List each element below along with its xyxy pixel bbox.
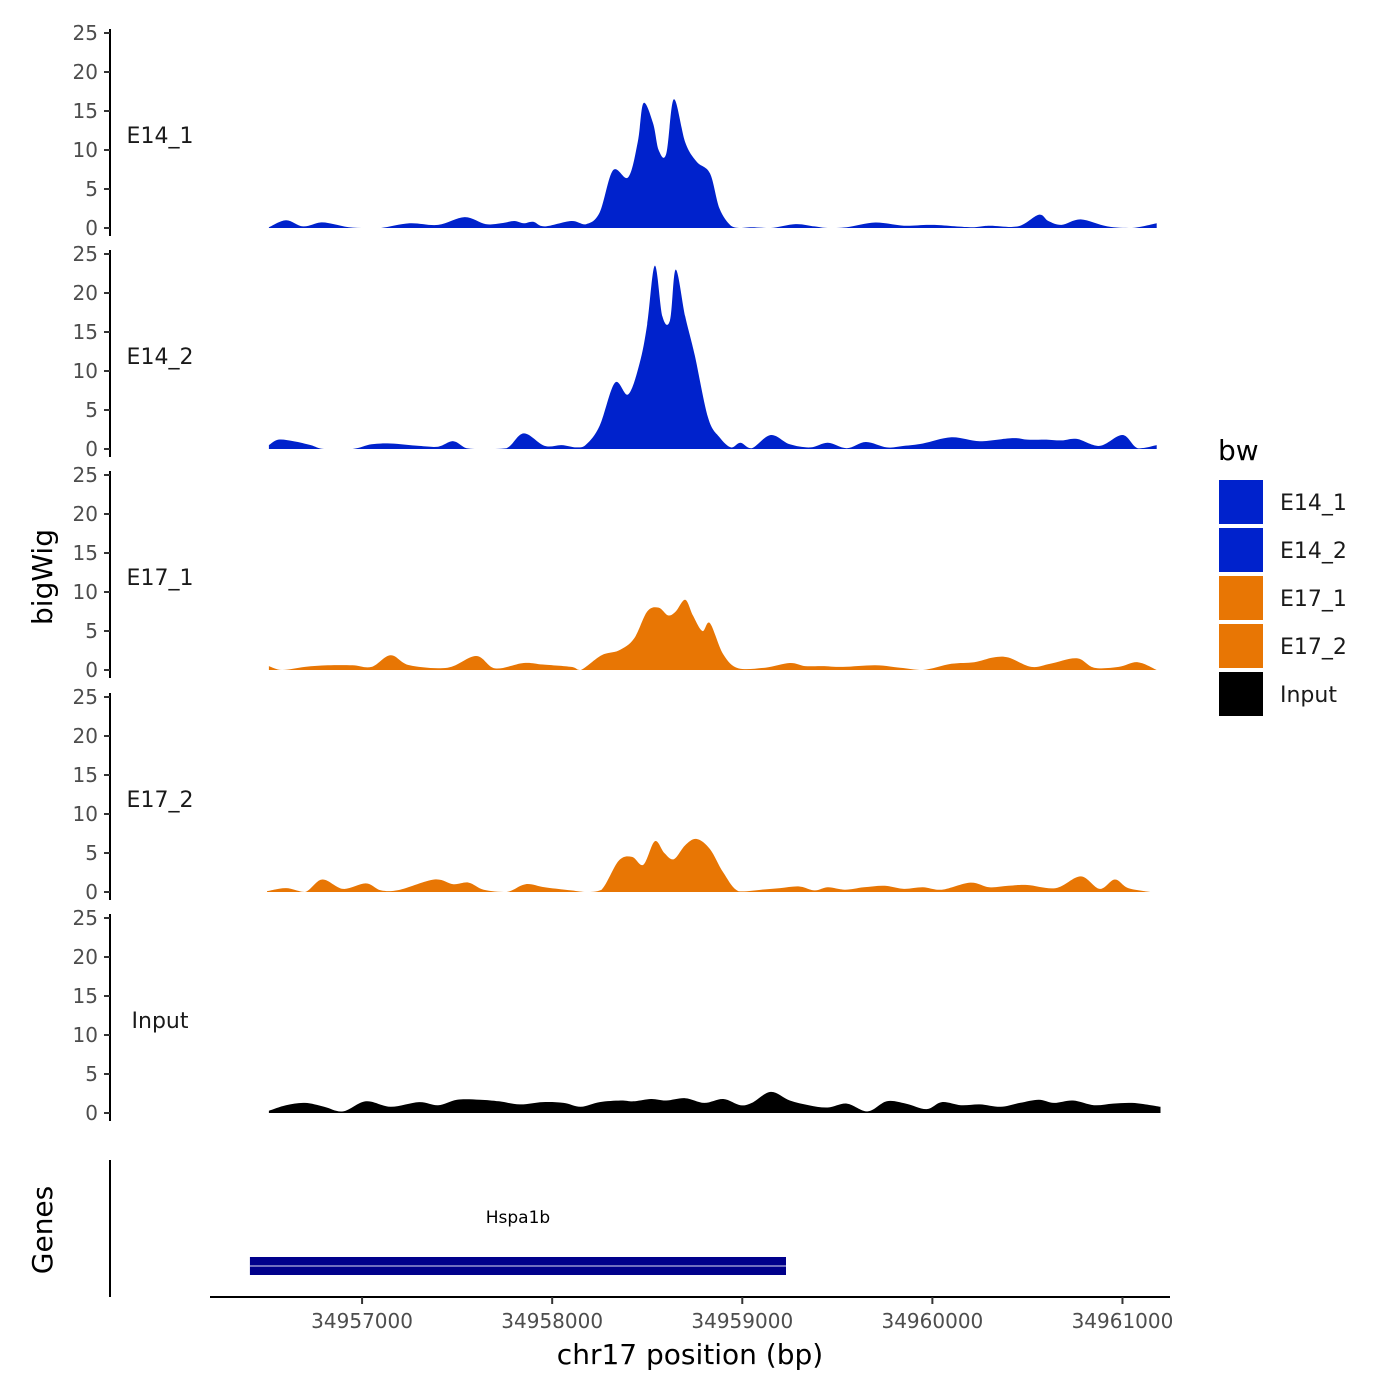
legend-key <box>1219 576 1263 620</box>
track-e14-1: 0 5 10 15 20 25 E14_1 <box>73 21 1157 240</box>
y-tick-label: 25 <box>73 685 98 709</box>
y-tick-label: 15 <box>73 320 98 344</box>
signal-area <box>268 599 1157 670</box>
y-tick-label: 5 <box>85 177 98 201</box>
y-tick-label: 5 <box>85 619 98 643</box>
legend-key <box>1219 672 1263 716</box>
x-tick-label: 34957000 <box>311 1309 413 1333</box>
signal-area <box>268 265 1157 449</box>
legend-label: E17_1 <box>1280 587 1347 612</box>
y-tick-label: 0 <box>85 1101 98 1125</box>
y-tick-label: 0 <box>85 216 98 240</box>
track-e14-2: 0 5 10 15 20 25 E14_2 <box>73 242 1157 461</box>
y-tick-label: 10 <box>73 802 98 826</box>
legend-label: Input <box>1280 683 1337 708</box>
track-e17-2: 0 5 10 15 20 25 E17_2 <box>73 685 1151 904</box>
legend-key <box>1219 528 1263 572</box>
gene-track-title: Genes <box>26 1186 59 1274</box>
y-tick-label: 20 <box>73 502 98 526</box>
track-label: E14_1 <box>127 124 194 149</box>
y-tick-label: 0 <box>85 437 98 461</box>
x-axis: 34957000 34958000 34959000 34960000 34961000 <box>210 1296 1174 1333</box>
legend-key <box>1219 624 1263 668</box>
track-label: E17_1 <box>127 566 194 591</box>
gene-track: Hspa1b <box>109 1160 787 1297</box>
legend-label: E14_2 <box>1280 539 1347 564</box>
y-tick-label: 15 <box>73 99 98 123</box>
y-tick-label: 20 <box>73 724 98 748</box>
signal-tracks: 0 5 10 15 20 25 E14_1 0 5 10 15 20 25 E14_2 0 5 10 15 20 25… <box>73 21 1161 1125</box>
y-tick-label: 0 <box>85 658 98 682</box>
y-tick-label: 25 <box>73 21 98 45</box>
y-tick-label: 15 <box>73 763 98 787</box>
legend-title: bw <box>1218 434 1259 467</box>
y-tick-label: 15 <box>73 541 98 565</box>
y-tick-label: 10 <box>73 359 98 383</box>
y-tick-label: 10 <box>73 1023 98 1047</box>
x-tick-label: 34959000 <box>691 1309 793 1333</box>
signal-area <box>268 1091 1161 1113</box>
y-tick-label: 25 <box>73 906 98 930</box>
legend-label: E17_2 <box>1280 635 1347 660</box>
legend-label: E14_1 <box>1280 491 1347 516</box>
y-tick-label: 5 <box>85 841 98 865</box>
y-tick-label: 20 <box>73 945 98 969</box>
legend-key <box>1219 480 1263 524</box>
y-tick-label: 20 <box>73 281 98 305</box>
track-label: E14_2 <box>127 345 194 370</box>
gene-label: Hspa1b <box>486 1208 550 1228</box>
y-tick-label: 0 <box>85 880 98 904</box>
track-e17-1: 0 5 10 15 20 25 E17_1 <box>73 463 1157 682</box>
y-tick-label: 25 <box>73 242 98 266</box>
x-tick-label: 34958000 <box>501 1309 603 1333</box>
x-tick-label: 34960000 <box>881 1309 983 1333</box>
y-tick-label: 10 <box>73 138 98 162</box>
track-label: Input <box>132 1009 189 1034</box>
signal-area <box>268 99 1157 228</box>
legend: E14_1 E14_2 E17_1 E17_2 Input <box>1219 480 1347 716</box>
y-tick-label: 10 <box>73 580 98 604</box>
y-tick-label: 15 <box>73 984 98 1008</box>
y-tick-label: 25 <box>73 463 98 487</box>
y-tick-label: 5 <box>85 398 98 422</box>
track-label: E17_2 <box>127 788 194 813</box>
y-tick-label: 5 <box>85 1062 98 1086</box>
x-tick-label: 34961000 <box>1072 1309 1174 1333</box>
signal-area <box>267 838 1151 892</box>
y-tick-label: 20 <box>73 60 98 84</box>
x-axis-title: chr17 position (bp) <box>557 1338 823 1371</box>
track-input: 0 5 10 15 20 25 Input <box>73 906 1161 1125</box>
y-axis-title: bigWig <box>26 529 59 625</box>
